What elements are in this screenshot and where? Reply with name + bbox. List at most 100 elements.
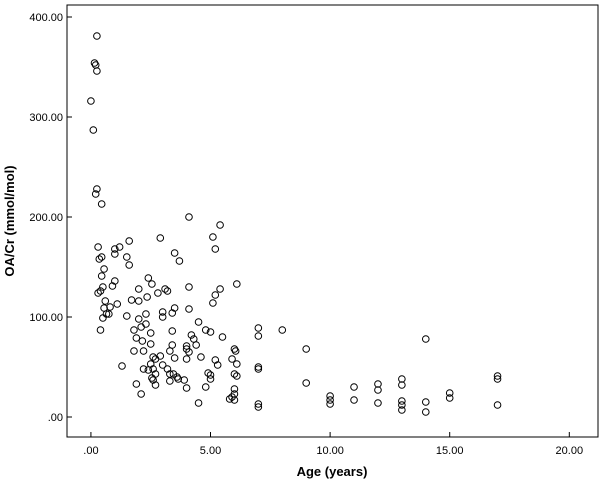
data-point <box>91 190 100 198</box>
x-tick-label: 15.00 <box>436 445 464 457</box>
data-point <box>228 355 236 363</box>
data-point <box>302 379 310 387</box>
data-point <box>102 310 111 318</box>
data-point <box>211 291 220 299</box>
data-point <box>182 384 191 392</box>
data-point <box>156 352 165 360</box>
data-point <box>374 399 382 407</box>
data-point <box>233 372 241 380</box>
data-point <box>445 389 454 397</box>
data-point <box>99 283 107 291</box>
data-point <box>206 328 215 336</box>
x-axis-tick-labels: .00 5.00 10.00 15.00 20.00 <box>83 445 583 457</box>
data-point <box>158 313 167 321</box>
data-point <box>225 395 234 403</box>
data-point <box>122 312 131 320</box>
data-point <box>398 401 406 409</box>
data-point <box>187 331 196 339</box>
x-tick-label: .00 <box>83 445 98 457</box>
data-point <box>194 399 203 407</box>
data-point <box>174 375 183 383</box>
data-point <box>254 363 263 371</box>
data-point <box>170 249 179 257</box>
data-point <box>111 250 119 258</box>
data-point <box>254 324 263 332</box>
data-point <box>149 365 157 373</box>
y-tick-label: 300.00 <box>29 112 63 124</box>
data-point <box>111 245 119 253</box>
data-point <box>130 326 138 334</box>
data-point <box>146 340 155 348</box>
data-point <box>161 285 169 293</box>
x-tick-label: 5.00 <box>200 445 221 457</box>
y-tick-label: 200.00 <box>29 212 63 224</box>
data-point <box>158 361 167 369</box>
data-point <box>96 326 105 334</box>
data-point <box>122 253 131 261</box>
data-point <box>139 365 148 373</box>
data-point <box>125 237 133 245</box>
data-point <box>230 385 239 393</box>
data-point <box>89 126 98 134</box>
y-axis-title: OA/Cr (mmol/mol) <box>2 165 17 276</box>
data-point <box>230 396 239 404</box>
data-point <box>148 280 156 288</box>
data-point <box>493 401 502 409</box>
data-point <box>201 326 210 334</box>
data-point <box>151 381 160 389</box>
data-point <box>94 289 102 297</box>
data-point <box>134 315 143 323</box>
data-point <box>192 341 200 349</box>
data-point <box>206 375 215 383</box>
data-point <box>197 353 205 361</box>
data-point <box>216 285 224 293</box>
data-point <box>163 287 172 295</box>
data-point <box>185 213 193 221</box>
data-point <box>201 383 210 391</box>
data-point <box>211 356 220 364</box>
data-point <box>156 234 165 242</box>
y-tick-label: 100.00 <box>29 312 63 324</box>
data-point <box>445 394 454 402</box>
data-point <box>106 303 114 311</box>
data-point <box>170 304 179 312</box>
data-point <box>185 348 193 356</box>
y-tick-label: 400.00 <box>29 12 63 24</box>
data-point <box>146 360 155 368</box>
data-point <box>125 261 133 269</box>
data-point <box>216 221 224 229</box>
data-point <box>97 253 106 261</box>
data-point <box>213 361 222 369</box>
data-point <box>206 371 215 379</box>
data-point <box>326 396 334 404</box>
data-point <box>211 245 220 253</box>
data-point <box>163 365 172 373</box>
data-point <box>218 333 227 341</box>
data-point <box>493 372 502 380</box>
data-point <box>254 403 263 411</box>
data-point <box>374 380 382 388</box>
data-point <box>302 345 310 353</box>
data-point <box>233 360 241 368</box>
data-point <box>254 400 263 408</box>
data-point <box>139 347 148 355</box>
plot-area-frame <box>66 4 599 438</box>
data-point <box>230 345 239 353</box>
data-point <box>421 398 430 406</box>
data-point <box>130 347 138 355</box>
data-point <box>144 274 153 282</box>
data-point <box>168 341 177 349</box>
y-tick-label: .00 <box>48 412 63 424</box>
data-point <box>158 308 167 316</box>
data-point <box>398 406 406 414</box>
data-point <box>326 392 334 400</box>
data-point <box>118 362 126 370</box>
data-point <box>95 255 104 263</box>
data-point <box>101 297 110 305</box>
data-point <box>168 309 177 317</box>
data-point <box>374 386 382 394</box>
data-point <box>87 97 95 105</box>
data-point <box>168 327 177 335</box>
data-point <box>100 265 108 273</box>
